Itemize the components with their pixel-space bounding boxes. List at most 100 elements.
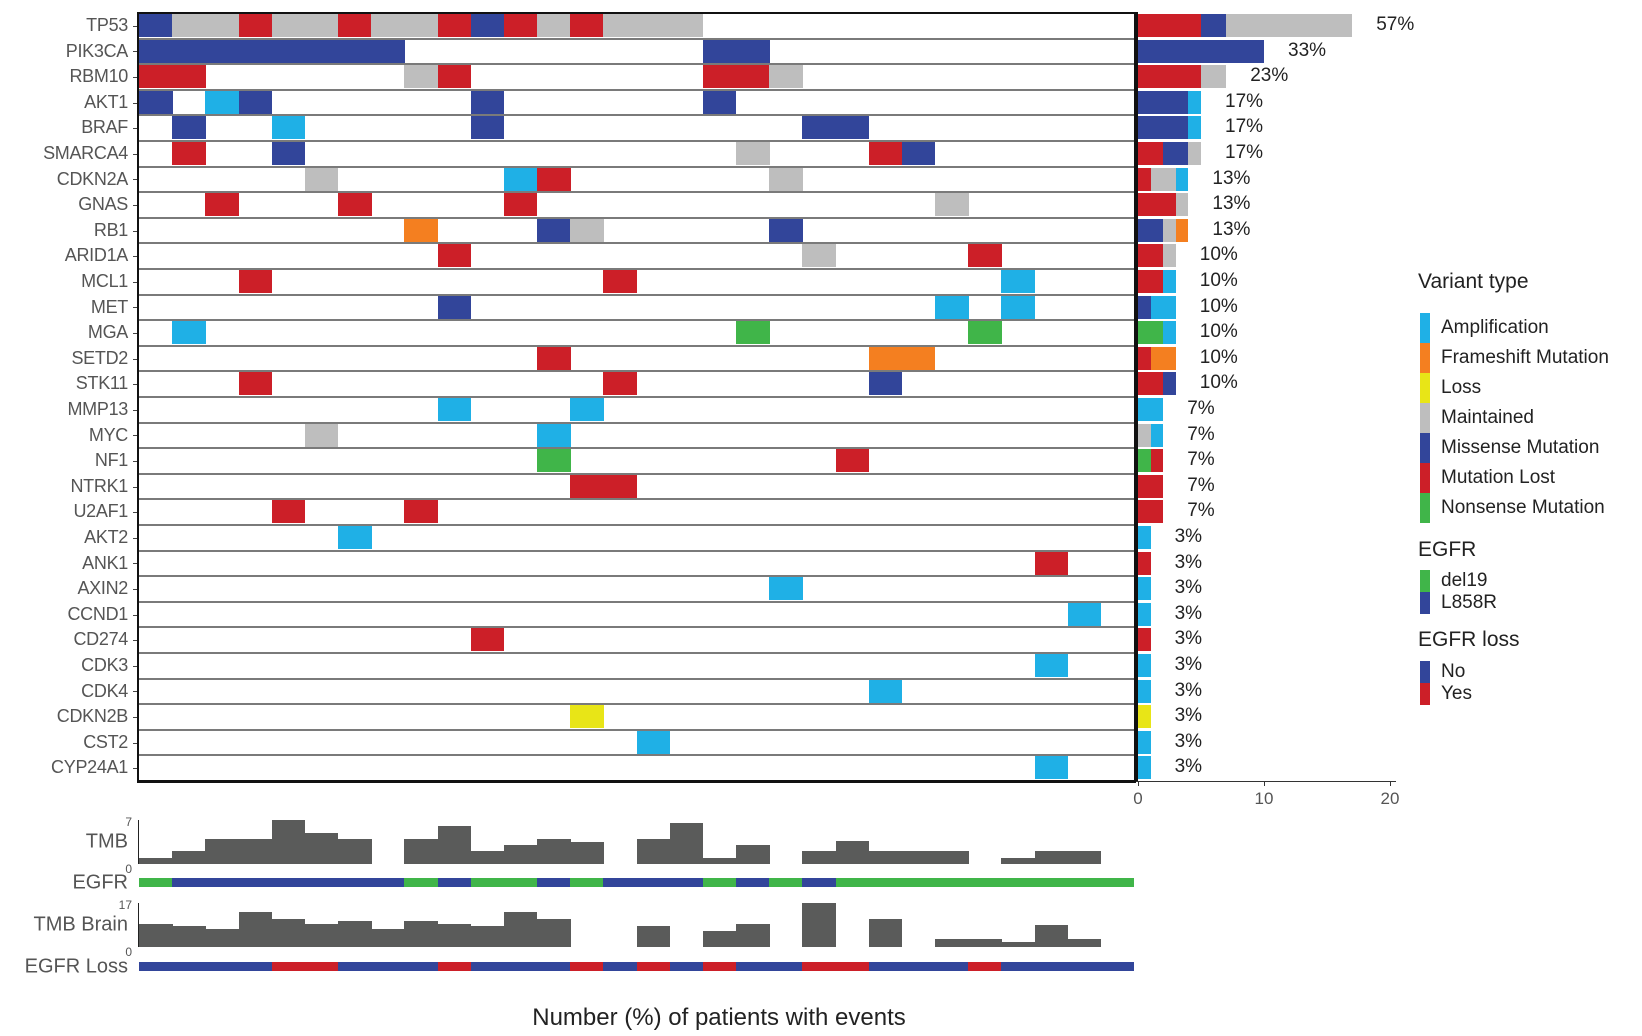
frequency-bar-segment (1150, 295, 1176, 319)
alteration-cell (238, 372, 273, 396)
tmb-bar (901, 851, 936, 864)
egfr-track-cell (537, 878, 571, 887)
alteration-cell (1001, 270, 1035, 294)
alteration-cell (702, 90, 737, 114)
egfr-loss-track-cell (437, 962, 472, 971)
egfr-loss-track-label: EGFR Loss (24, 955, 128, 978)
frequency-percent-label: 10% (1199, 270, 1238, 291)
egfr-loss-track-cell (338, 962, 372, 971)
frequency-percent-label: 57% (1376, 14, 1415, 35)
alteration-cell (570, 705, 604, 729)
legend-swatch (1420, 463, 1430, 493)
frequency-percent-label: 10% (1199, 372, 1238, 394)
tmb-brain-label: TMB Brain (33, 913, 128, 936)
legend-swatch (1420, 433, 1430, 463)
gene-tick (133, 205, 138, 206)
frequency-bar-segment (1138, 346, 1151, 370)
frequency-bar-segment (1138, 756, 1151, 780)
frequency-bar-segment (1138, 526, 1151, 550)
legend-item-label: Frameshift Mutation (1441, 347, 1609, 368)
frequency-bar-segment (1138, 39, 1264, 63)
frequency-bar-segment (1138, 730, 1151, 754)
tmb-brain-bar (371, 928, 405, 947)
row-separator (139, 652, 1134, 654)
bar-axis-vertical-line (1136, 12, 1138, 782)
bar-axis-line (1136, 781, 1396, 782)
gene-tick (133, 717, 138, 718)
egfr-loss-track-cell (172, 962, 206, 971)
frequency-percent-label: 7% (1187, 398, 1215, 419)
tmb-bar (271, 820, 306, 864)
egfr-track-cell (702, 878, 737, 887)
tmb-brain-bar (304, 923, 339, 947)
alteration-cell (901, 346, 936, 370)
alteration-cell (503, 193, 538, 217)
alteration-cell (537, 218, 571, 242)
egfr-track-cell (437, 878, 472, 887)
egfr-track-cell (835, 878, 870, 887)
alteration-cell (702, 39, 737, 63)
egfr-track-cell (1001, 878, 1035, 887)
gene-label: MMP13 (67, 399, 128, 419)
egfr-loss-track-cell (1067, 962, 1102, 971)
legend-swatch (1420, 683, 1430, 705)
frequency-bar-segment (1163, 142, 1189, 166)
tmb-bar (1034, 851, 1069, 864)
legend-item-label: del19 (1441, 570, 1488, 591)
frequency-bar-segment (1138, 218, 1164, 242)
alteration-cell (338, 193, 372, 217)
alteration-cell (901, 142, 936, 166)
frequency-percent-label: 13% (1212, 167, 1251, 189)
legend-item-label: Missense Mutation (1441, 437, 1600, 458)
row-separator (139, 677, 1134, 680)
gene-label: CCND1 (67, 603, 128, 624)
bar-axis-tick-label: 20 (1380, 789, 1400, 808)
alteration-cell (205, 90, 239, 114)
egfr-track-cell (238, 878, 273, 887)
tmb-brain-bar (470, 926, 505, 947)
tmb-brain-bar (802, 903, 836, 947)
gene-label: CDK3 (81, 655, 128, 675)
alteration-cell (338, 14, 372, 38)
egfr-track-cell (371, 878, 405, 887)
alteration-cell (835, 449, 870, 473)
legend-item-label: Amplification (1441, 317, 1549, 338)
tmb-brain-bar (338, 921, 372, 947)
gene-label: ANK1 (82, 552, 128, 573)
gene-tick (133, 409, 138, 411)
alteration-cell (1034, 756, 1069, 780)
tmb-bar (139, 857, 173, 864)
frequency-bar-segment (1150, 423, 1164, 447)
frequency-percent-label: 33% (1288, 39, 1327, 61)
tmb-brain-bar (868, 918, 903, 947)
gene-tick (133, 563, 138, 565)
gene-label: CDKN2A (56, 168, 129, 189)
alteration-cell (503, 167, 538, 191)
gene-label: SETD2 (71, 347, 128, 368)
alteration-cell (736, 321, 770, 345)
gene-tick (133, 179, 138, 181)
gene-tick (133, 25, 138, 27)
gene-tick (133, 307, 138, 309)
tmb-bar (238, 838, 273, 864)
frequency-percent-label: 3% (1174, 526, 1203, 547)
tmb-bar (172, 851, 206, 864)
alteration-cell (172, 14, 206, 38)
row-separator (139, 319, 1134, 322)
row-separator (139, 140, 1134, 142)
row-separator (139, 191, 1134, 194)
tmb-brain-min-label: 0 (125, 945, 132, 959)
egfr-track-cell (769, 878, 803, 887)
alteration-cell (537, 449, 571, 473)
tmb-bar (935, 851, 969, 864)
frequency-bar-segment (1138, 449, 1151, 473)
frequency-bar-segment (1188, 90, 1201, 114)
row-separator (139, 216, 1134, 219)
egfr-track-cell (636, 878, 671, 887)
alteration-cell (470, 116, 505, 140)
tmb-brain-bar (437, 923, 472, 947)
row-separator (139, 703, 1134, 706)
alteration-cell (1001, 295, 1035, 319)
egfr-loss-track-cell (503, 962, 538, 971)
alteration-cell (1034, 551, 1069, 575)
